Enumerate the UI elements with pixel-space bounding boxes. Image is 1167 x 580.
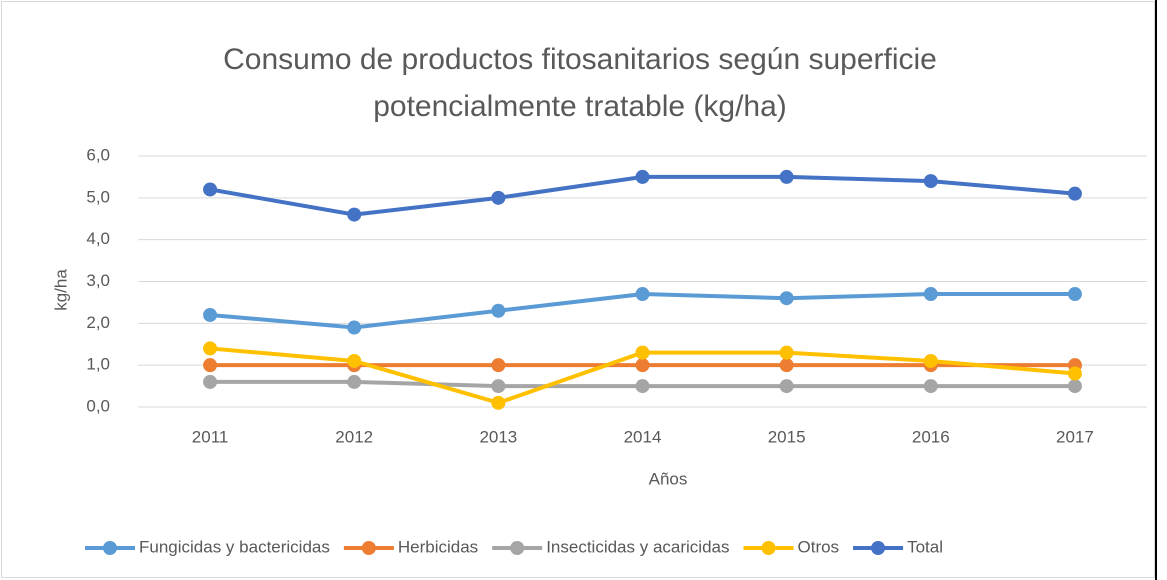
data-point bbox=[635, 345, 650, 360]
data-point bbox=[347, 207, 362, 222]
data-point bbox=[779, 291, 794, 306]
data-point bbox=[347, 353, 362, 368]
data-point bbox=[923, 174, 938, 189]
legend-label: Herbicidas bbox=[398, 537, 478, 556]
chart-title: Consumo de productos fitosanitarios segú… bbox=[223, 43, 937, 123]
legend-label: Total bbox=[907, 537, 943, 556]
legend-marker bbox=[510, 541, 525, 555]
data-point bbox=[923, 353, 938, 368]
data-point bbox=[203, 341, 218, 356]
data-point bbox=[635, 287, 650, 302]
data-point bbox=[347, 374, 362, 389]
data-point bbox=[203, 374, 218, 389]
data-point bbox=[203, 182, 218, 197]
y-axis-label: kg/ha bbox=[51, 269, 70, 311]
legend-label: Insecticidas y acaricidas bbox=[546, 537, 729, 556]
y-tick-label: 3,0 bbox=[86, 271, 110, 290]
data-point bbox=[635, 358, 650, 373]
legend-label: Otros bbox=[798, 537, 840, 556]
x-tick-label: 2014 bbox=[624, 427, 662, 446]
legend-marker bbox=[361, 541, 376, 555]
data-point bbox=[779, 379, 794, 394]
data-point bbox=[923, 379, 938, 394]
y-tick-label: 2,0 bbox=[86, 313, 110, 332]
legend-marker bbox=[761, 541, 776, 555]
data-point bbox=[635, 169, 650, 184]
data-point bbox=[347, 320, 362, 335]
y-tick-label: 1,0 bbox=[86, 355, 110, 374]
data-point bbox=[491, 395, 506, 410]
legend-label: Fungicidas y bactericidas bbox=[139, 537, 330, 556]
x-tick-label: 2012 bbox=[335, 427, 373, 446]
data-point bbox=[779, 358, 794, 373]
data-point bbox=[1067, 379, 1082, 394]
x-tick-label: 2013 bbox=[479, 427, 517, 446]
y-tick-label: 6,0 bbox=[86, 145, 110, 164]
data-point bbox=[203, 358, 218, 373]
legend-marker bbox=[103, 541, 117, 555]
data-point bbox=[779, 169, 794, 184]
data-point bbox=[491, 303, 506, 318]
x-tick-label: 2015 bbox=[768, 427, 806, 446]
x-tick-label: 2016 bbox=[912, 427, 950, 446]
data-point bbox=[491, 358, 506, 373]
data-point bbox=[491, 379, 506, 394]
x-axis-label: Años bbox=[649, 469, 688, 488]
data-point bbox=[491, 190, 506, 205]
data-point bbox=[1067, 186, 1082, 201]
x-tick-label: 2011 bbox=[192, 427, 229, 446]
legend-marker bbox=[871, 541, 886, 555]
y-tick-label: 0,0 bbox=[86, 396, 110, 415]
data-point bbox=[779, 345, 794, 360]
data-point bbox=[203, 307, 218, 322]
data-point bbox=[923, 287, 938, 302]
data-point bbox=[1067, 287, 1082, 302]
y-tick-label: 4,0 bbox=[86, 229, 110, 248]
x-tick-label: 2017 bbox=[1056, 427, 1094, 446]
data-point bbox=[635, 379, 650, 394]
data-point bbox=[1067, 366, 1082, 381]
y-tick-label: 5,0 bbox=[86, 187, 110, 206]
